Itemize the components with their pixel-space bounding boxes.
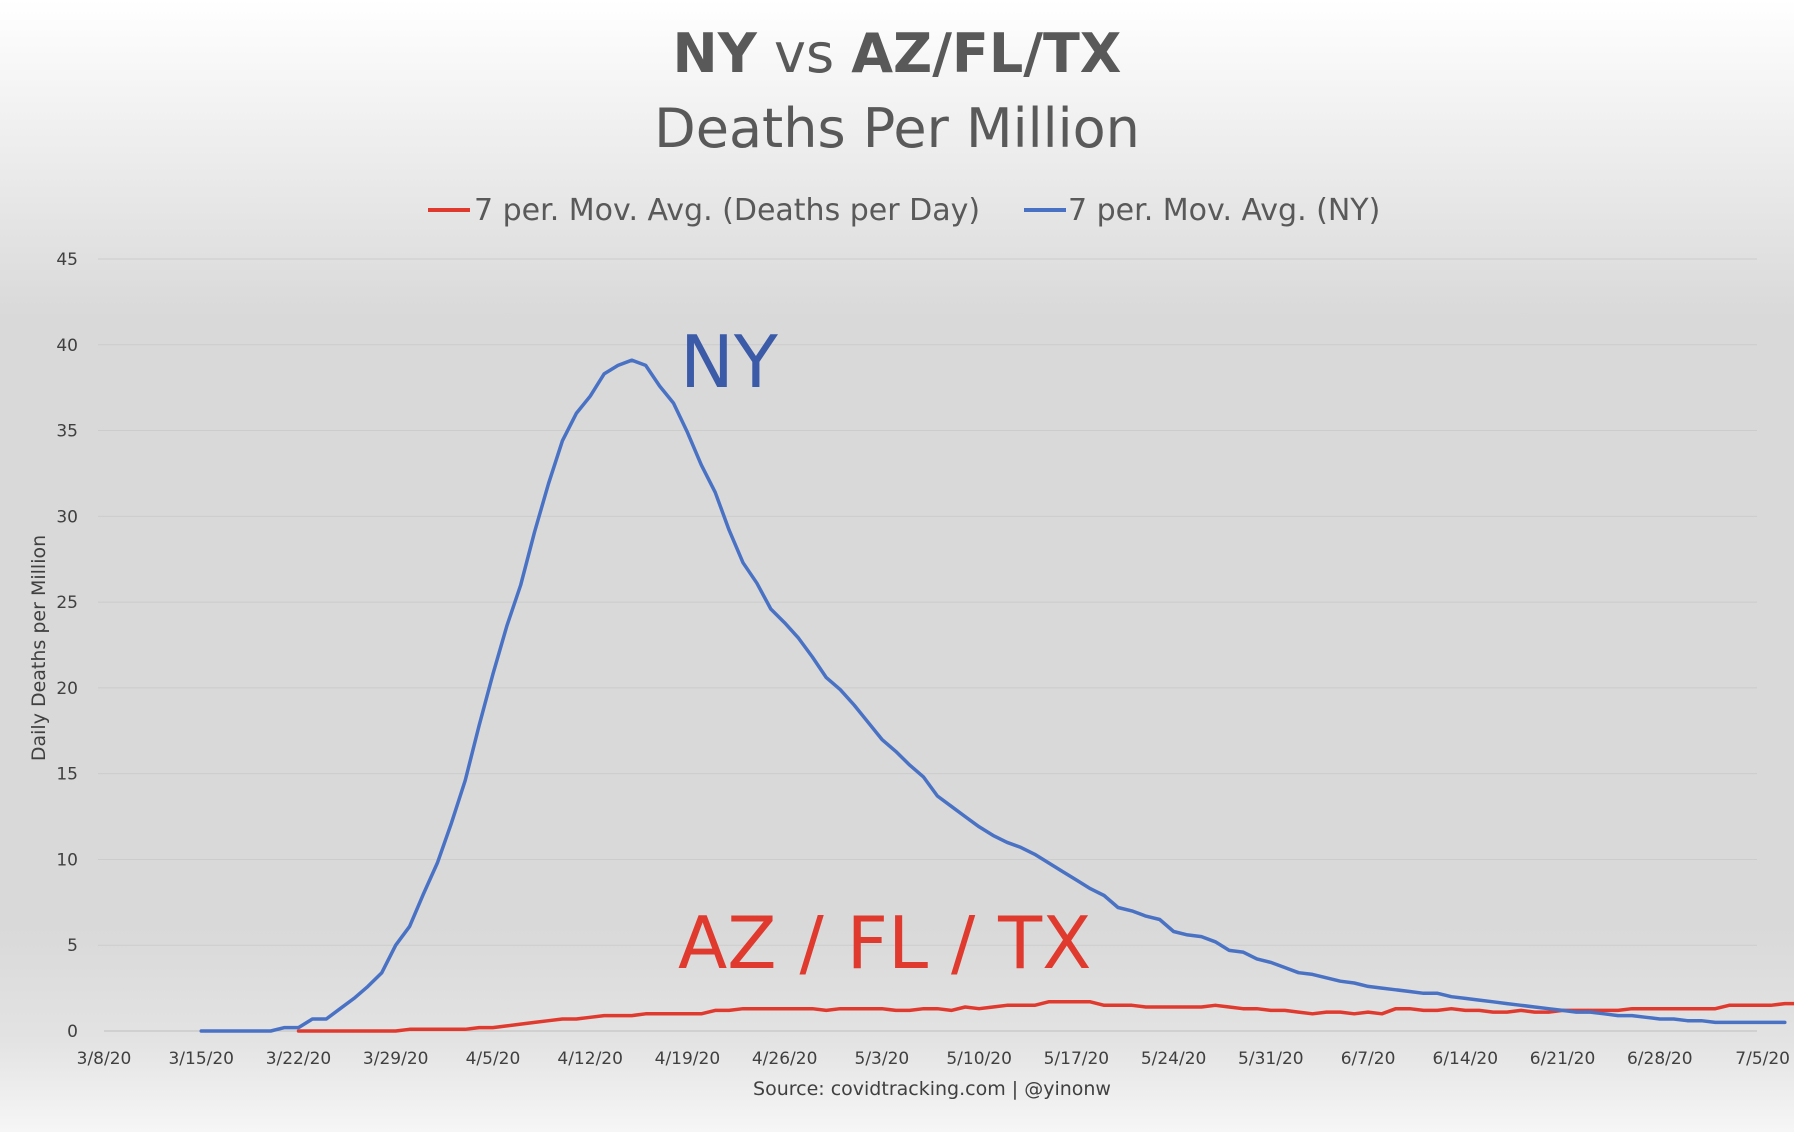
x-tick-label: 3/22/20 bbox=[266, 1049, 332, 1069]
x-tick-label: 3/29/20 bbox=[363, 1049, 429, 1069]
chart-title-ny: NY bbox=[673, 22, 758, 85]
x-tick-label: 3/15/20 bbox=[168, 1049, 234, 1069]
annotation-ny: NY bbox=[680, 320, 779, 404]
x-tick-label: 4/26/20 bbox=[752, 1049, 818, 1069]
x-tick-label: 3/8/20 bbox=[77, 1049, 132, 1069]
x-tick-label: 5/3/20 bbox=[855, 1049, 910, 1069]
x-tick-label: 6/28/20 bbox=[1627, 1049, 1693, 1069]
chart-title: NY vs AZ/FL/TX bbox=[673, 22, 1122, 85]
series-line-az-fl-tx bbox=[296, 1000, 1794, 1033]
x-tick-label: 6/7/20 bbox=[1341, 1049, 1396, 1069]
annotation-az-fl-tx: AZ / FL / TX bbox=[678, 901, 1091, 985]
y-tick-label: 20 bbox=[56, 679, 78, 699]
y-axis-title: Daily Deaths per Million bbox=[28, 535, 50, 761]
y-tick-label: 45 bbox=[56, 250, 78, 270]
x-tick-label: 4/12/20 bbox=[557, 1049, 623, 1069]
x-tick-label: 6/14/20 bbox=[1433, 1049, 1499, 1069]
y-tick-label: 10 bbox=[56, 850, 78, 870]
x-axis-ticks: 3/8/20 3/15/20 3/22/20 3/29/20 4/5/20 4/12/20… bbox=[77, 1049, 1790, 1069]
legend-label-az-fl-tx: 7 per. Mov. Avg. (Deaths per Day) bbox=[474, 193, 980, 228]
legend-label-ny: 7 per. Mov. Avg. (NY) bbox=[1068, 193, 1380, 228]
series-line-ny bbox=[199, 358, 1787, 1033]
x-tick-label: 5/17/20 bbox=[1044, 1049, 1110, 1069]
x-tick-label: 6/21/20 bbox=[1530, 1049, 1596, 1069]
chart-subtitle: Deaths Per Million bbox=[654, 97, 1140, 160]
x-tick-label: 5/31/20 bbox=[1238, 1049, 1304, 1069]
y-tick-label: 5 bbox=[67, 936, 78, 956]
chart-title-states: AZ/FL/TX bbox=[851, 22, 1121, 85]
x-tick-label: 5/10/20 bbox=[946, 1049, 1012, 1069]
y-tick-label: 40 bbox=[56, 336, 78, 356]
y-tick-label: 15 bbox=[56, 765, 78, 785]
legend: 7 per. Mov. Avg. (Deaths per Day) 7 per.… bbox=[428, 193, 1380, 228]
source-note: Source: covidtracking.com | @yinonw bbox=[753, 1078, 1111, 1100]
y-tick-label: 0 bbox=[67, 1022, 78, 1042]
x-tick-label: 4/19/20 bbox=[655, 1049, 721, 1069]
series-layer bbox=[199, 358, 1794, 1033]
y-axis-ticks: 0 5 10 15 20 25 30 35 40 45 bbox=[56, 250, 78, 1042]
x-tick-label: 5/24/20 bbox=[1141, 1049, 1207, 1069]
chart-title-vs: vs bbox=[757, 22, 851, 85]
y-tick-label: 25 bbox=[56, 593, 78, 613]
x-tick-label: 7/5/20 bbox=[1735, 1049, 1790, 1069]
y-tick-label: 35 bbox=[56, 422, 78, 442]
y-tick-label: 30 bbox=[56, 507, 78, 527]
x-tick-label: 4/5/20 bbox=[466, 1049, 521, 1069]
